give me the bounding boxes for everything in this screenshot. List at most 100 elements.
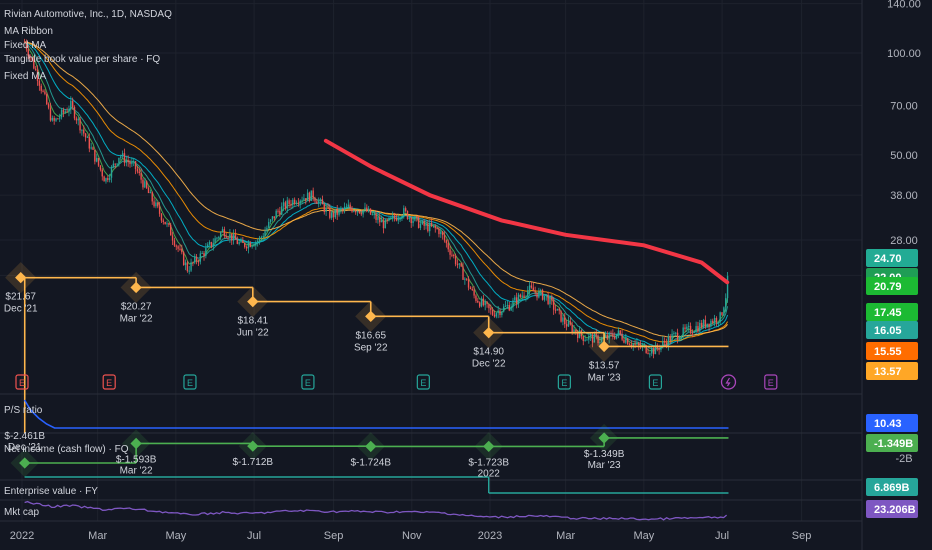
candle-body [697, 326, 699, 332]
ps-ratio-title[interactable]: P/S ratio [4, 405, 43, 416]
candle-body [244, 243, 246, 247]
candle-125 [255, 240, 257, 250]
candle-body [408, 217, 411, 219]
candle-328 [630, 340, 633, 349]
candle-31 [81, 129, 83, 136]
candle-196 [386, 218, 388, 224]
candle-body [247, 242, 250, 249]
candle-body [325, 207, 327, 212]
candle-body [523, 295, 525, 297]
candle-302 [582, 335, 584, 346]
candle-body [636, 342, 638, 345]
candle-127 [258, 235, 261, 245]
candle-body [417, 217, 420, 228]
candle-body [46, 94, 48, 105]
candle-body [140, 173, 142, 180]
candle-body [447, 243, 449, 250]
candle-366 [700, 319, 703, 330]
candle-body [299, 200, 301, 204]
candle-body [367, 208, 370, 212]
candle-body [717, 322, 720, 324]
candle-35 [88, 133, 91, 153]
candle-143 [288, 198, 290, 209]
candle-80 [171, 231, 174, 245]
candle-body [379, 217, 381, 223]
indicator-fixed-ma-2[interactable]: Fixed MA [4, 71, 47, 82]
indicator-fixed-ma[interactable]: Fixed MA [4, 40, 47, 51]
candle-body [488, 304, 490, 309]
candle-234 [456, 259, 459, 269]
candle-body [721, 312, 723, 315]
candle-body [723, 307, 725, 315]
candle-219 [429, 219, 431, 237]
candle-275 [532, 282, 535, 292]
candle-body [406, 210, 409, 219]
indicator-tangible-book-value[interactable]: Tangible book value per share · FQ [4, 54, 160, 65]
candle-48 [112, 160, 115, 169]
candle-body [663, 340, 666, 343]
candle-body [319, 199, 322, 202]
candle-87 [184, 259, 187, 271]
candle-body [384, 219, 387, 229]
candle-body [425, 223, 427, 226]
candle-body [430, 223, 433, 227]
price-tag-value: 24.70 [874, 253, 902, 265]
candle-body [528, 285, 531, 291]
candle-39 [96, 153, 98, 163]
candle-246 [478, 301, 481, 308]
candle-body [404, 208, 407, 211]
candle-body [512, 300, 514, 307]
candle-126 [256, 238, 259, 247]
candle-54 [123, 148, 126, 167]
candle-body [284, 202, 287, 209]
candle-267 [517, 292, 520, 308]
candle-body [377, 217, 379, 220]
candle-body [60, 109, 63, 118]
candle-body [380, 220, 383, 223]
candle-body [597, 335, 599, 344]
candle-112 [231, 233, 233, 246]
candle-body [177, 246, 179, 249]
enterprise-value-title[interactable]: Enterprise value · FY [4, 486, 98, 497]
candle-body [292, 199, 294, 206]
candle-body [160, 213, 163, 221]
candle-body [129, 162, 131, 165]
candle-body [103, 176, 105, 182]
candle-325 [625, 333, 627, 345]
candle-body [552, 300, 555, 310]
candle-185 [366, 204, 368, 213]
symbol-title[interactable]: Rivian Automotive, Inc., 1D, NASDAQ [4, 9, 172, 20]
candle-body [527, 290, 529, 297]
candle-315 [606, 331, 609, 340]
candle-body [271, 216, 274, 220]
candle-body [268, 221, 270, 228]
candle-body [547, 294, 549, 305]
time-axis[interactable]: 2022 Mar May Jul Sep Nov 2023 Mar May Jul Sep [10, 530, 812, 542]
candle-body [625, 338, 627, 343]
candle-272 [527, 286, 529, 300]
pane-titles: P/S ratio Net income (cash flow) · FQ En… [4, 405, 129, 518]
candle-body [515, 297, 518, 304]
candle-body [443, 235, 446, 241]
candle-body [543, 296, 546, 300]
candle-body [467, 279, 470, 288]
candle-body [77, 118, 79, 121]
pane-tag-value: 10.43 [874, 418, 902, 430]
mkt-cap-title[interactable]: Mkt cap [4, 507, 39, 518]
candle-body [116, 163, 118, 165]
candle-body [66, 111, 68, 113]
indicator-ma-ribbon[interactable]: MA Ribbon [4, 26, 53, 37]
candle-body [589, 334, 592, 336]
candle-body [525, 296, 527, 298]
candle-295 [569, 317, 572, 326]
candle-183 [362, 210, 364, 218]
candle-body [554, 309, 557, 311]
candle-body [277, 210, 279, 212]
net-income-title[interactable]: Net income (cash flow) · FQ [4, 444, 129, 455]
candle-137 [277, 208, 279, 214]
candle-73 [158, 201, 161, 217]
candle-body [336, 209, 338, 215]
candle-body [142, 179, 144, 188]
